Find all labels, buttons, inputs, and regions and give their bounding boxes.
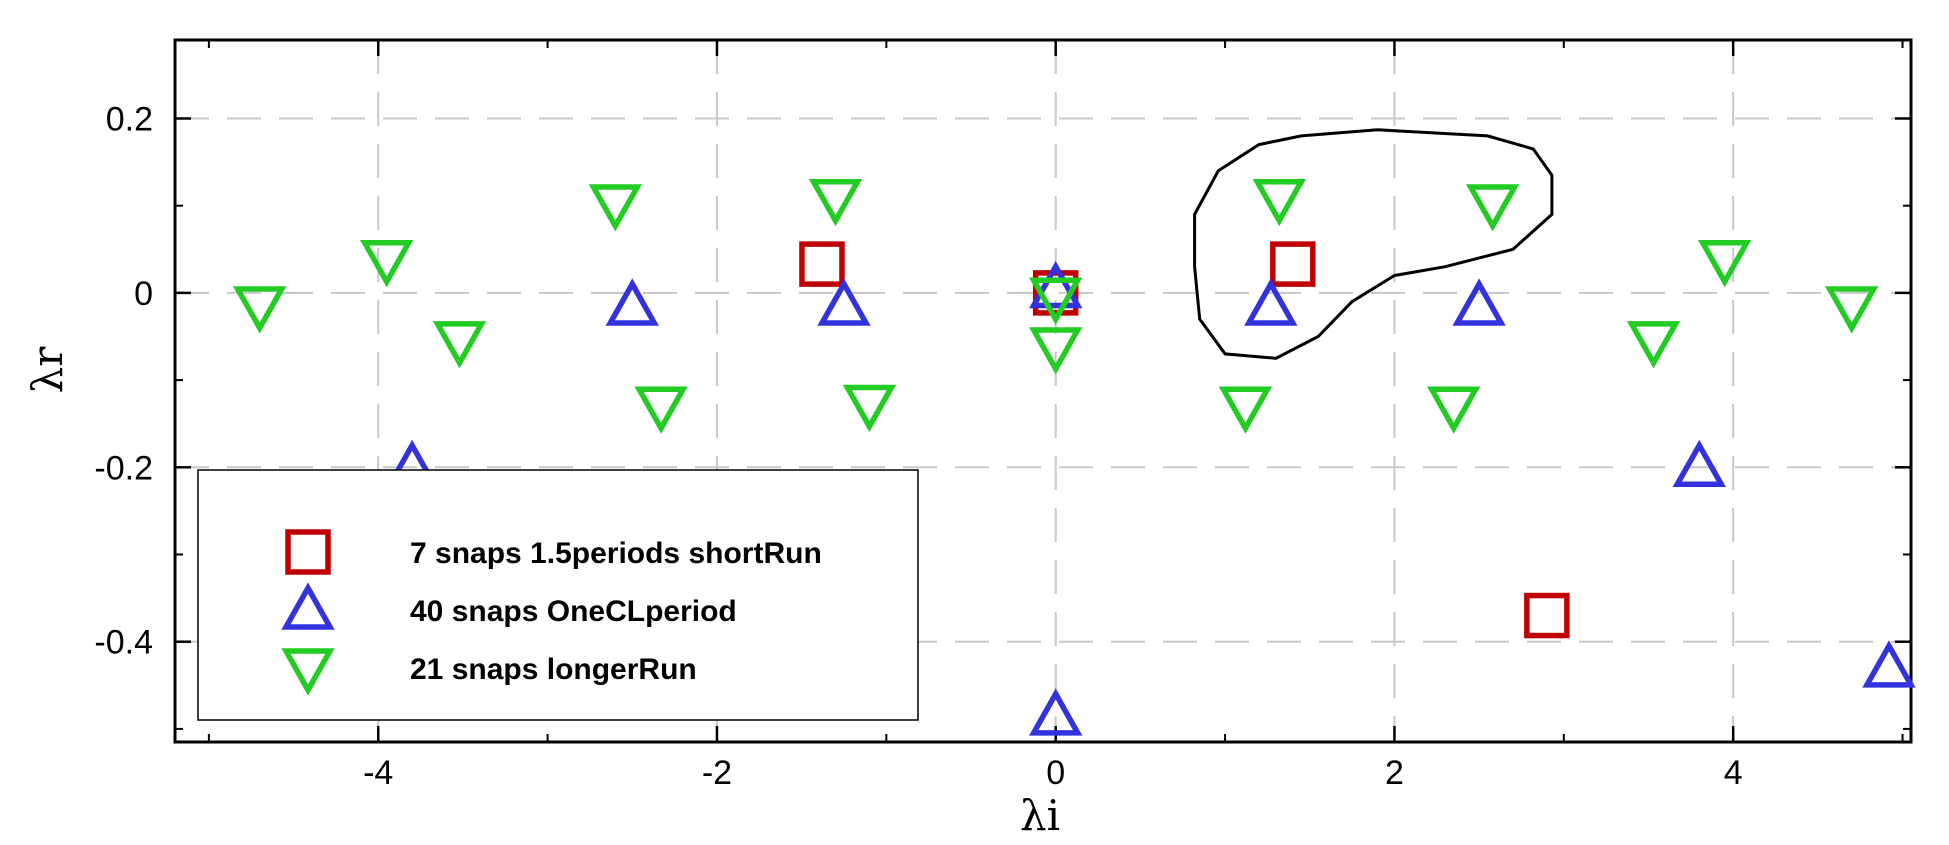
y-tick-label: 0 (134, 275, 153, 313)
legend-box (197, 469, 919, 721)
y-tick-label: -0.4 (94, 624, 153, 662)
x-tick-label: 4 (1724, 754, 1743, 792)
data-point-triangle-down (842, 384, 897, 433)
data-point-triangle-down (1218, 386, 1273, 434)
y-tick-label: -0.2 (94, 449, 153, 487)
data-point-triangle-down (1028, 327, 1083, 375)
data-point-triangle-down (1697, 240, 1752, 288)
data-point-triangle-down (1427, 386, 1481, 434)
data-point-triangle-down (808, 178, 863, 227)
data-point-triangle-down (359, 240, 414, 288)
x-tick-label: 0 (1046, 754, 1065, 792)
data-point-triangle-up (1244, 278, 1298, 326)
y-axis-label: λr (23, 346, 72, 394)
data-point-square (1270, 241, 1316, 287)
legend-marker-square (285, 529, 331, 575)
data-point-square (1524, 592, 1570, 639)
legend-label: 40 snaps OneCLperiod (410, 595, 737, 628)
data-point-triangle-up (1452, 278, 1506, 326)
data-point-triangle-up (817, 278, 871, 326)
x-tick-label: -4 (363, 754, 393, 792)
legend-label: 21 snaps longerRun (410, 653, 697, 686)
plot-frame (173, 38, 1913, 744)
data-point-triangle-down (1825, 286, 1879, 334)
x-axis-label-text: λi (1020, 791, 1060, 840)
data-point-triangle-down (232, 286, 287, 334)
data-point-triangle-up (1862, 640, 1916, 688)
legend: 7 snaps 1.5periods shortRun 40 snaps OneC… (197, 469, 919, 721)
x-axis-label: λi (1020, 791, 1060, 840)
x-tick-label: -2 (702, 754, 732, 792)
contour-line (1193, 128, 1554, 360)
data-point-triangle-down (588, 184, 643, 232)
data-point-triangle-down (432, 321, 487, 369)
data-point-triangle-up (1672, 439, 1727, 488)
data-point-triangle-down (1028, 277, 1083, 325)
legend-marker-triangle-down (281, 648, 335, 696)
y-tick-labels: -0.4 -0.2 0 0.2 (94, 100, 153, 661)
data-point-triangle-up (1028, 688, 1083, 736)
x-tick-label: 2 (1385, 754, 1404, 792)
y-tick-label: 0.2 (106, 100, 153, 138)
data-point-triangle-down (1252, 178, 1306, 227)
data-markers (232, 178, 1916, 736)
data-point-triangle-up (1028, 260, 1083, 309)
data-point-triangle-down (1626, 321, 1681, 369)
data-point-square (1032, 270, 1079, 316)
data-point-triangle-up (605, 278, 659, 326)
axis-ticks (175, 40, 1911, 742)
data-point-square (799, 241, 845, 287)
legend-label: 7 snaps 1.5periods shortRun (410, 537, 822, 570)
data-point-triangle-down (1465, 184, 1520, 232)
data-point-triangle-down (634, 386, 688, 434)
y-axis-label-text: λr (23, 346, 72, 394)
legend-marker-triangle-up (281, 582, 335, 630)
x-tick-labels: -4 -2 0 2 4 (363, 754, 1743, 792)
